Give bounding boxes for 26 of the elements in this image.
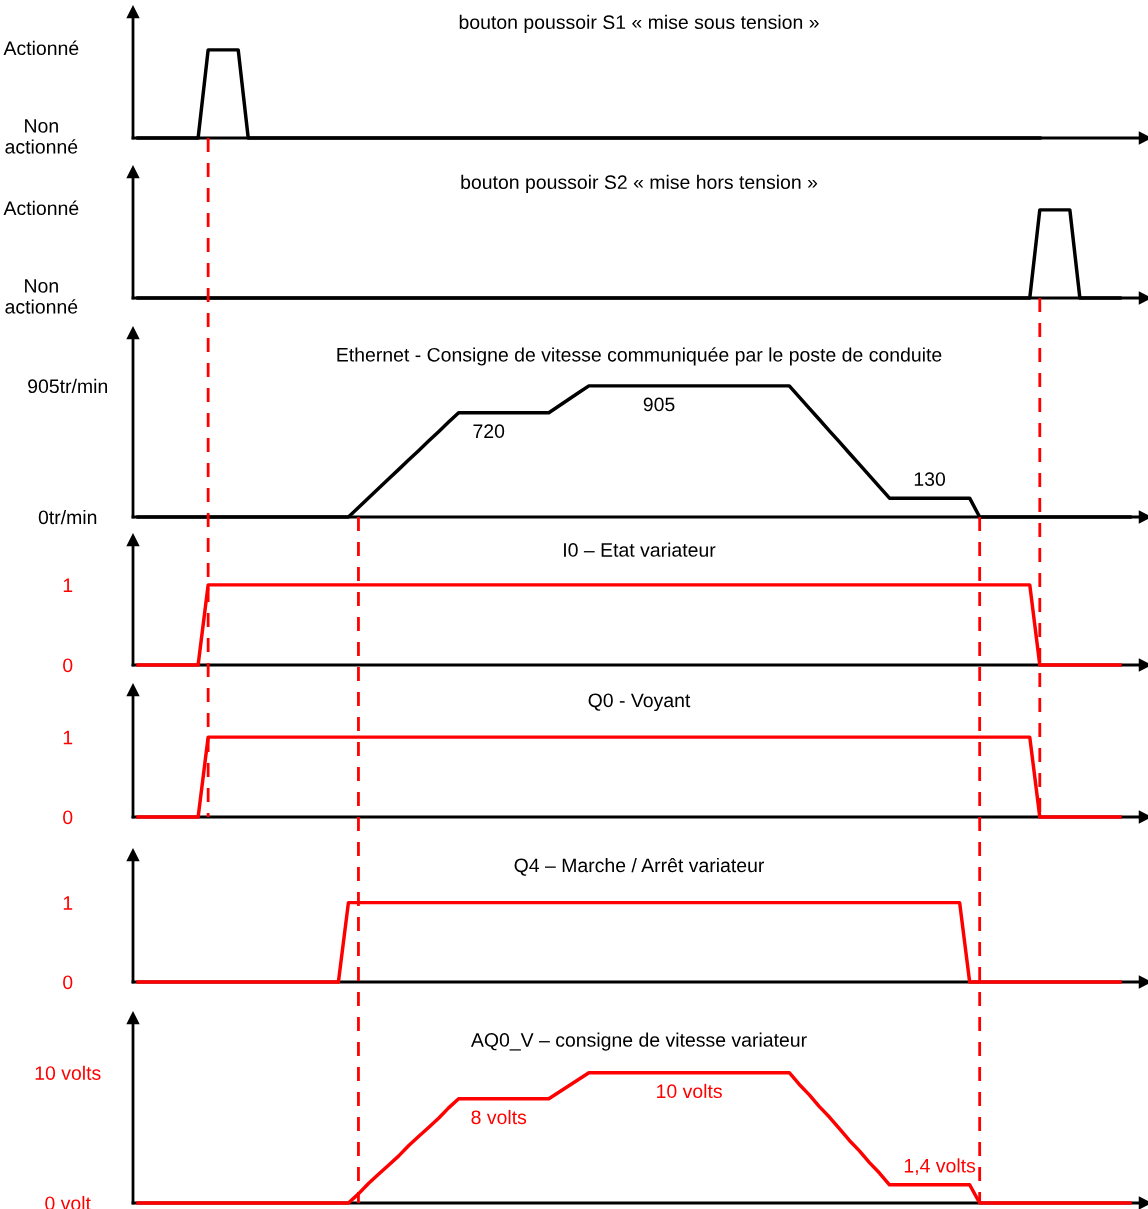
data-label: 1,4 volts bbox=[904, 1158, 976, 1175]
chart-title: bouton poussoir S1 « mise sous tension » bbox=[459, 14, 819, 33]
text: Actionné bbox=[3, 40, 79, 56]
data-label: 10 volts bbox=[657, 1083, 722, 1099]
y-tick-label: 1 bbox=[63, 730, 73, 745]
y-tick-label: 0tr/min bbox=[38, 509, 97, 525]
y-tick-label: 1 bbox=[63, 578, 73, 592]
chart-title: Q4 – Marche / Arrêt variateur bbox=[514, 857, 765, 876]
text: Actionné bbox=[3, 200, 79, 216]
chart-title: bouton poussoir S2 « mise hors tension » bbox=[461, 174, 818, 193]
data-label: 720 bbox=[473, 424, 505, 439]
chart-title: Q0 - Voyant bbox=[588, 693, 691, 712]
y-tick-label: 10 volts bbox=[35, 1065, 101, 1080]
text: Non actionné bbox=[5, 119, 78, 154]
y-tick-label: 1 bbox=[63, 896, 73, 910]
y-tick-label: 0 bbox=[63, 975, 73, 990]
y-tick-label: 0 bbox=[63, 658, 73, 673]
data-label: 905 bbox=[643, 397, 675, 412]
chart-title: I0 – Etat variateur bbox=[564, 542, 716, 557]
data-label: 130 bbox=[914, 472, 946, 486]
y-tick-label: 0 bbox=[63, 810, 73, 825]
text: Ethernet - Consigne de vitesse communiquée par le poste de conduite bbox=[337, 347, 942, 366]
text: Non actionné bbox=[5, 279, 78, 314]
data-label: 8 volts bbox=[471, 1109, 527, 1125]
y-tick-label: 905tr/min bbox=[28, 378, 107, 394]
text: AQ0_V – consigne de vitesse variateur bbox=[470, 1032, 807, 1051]
